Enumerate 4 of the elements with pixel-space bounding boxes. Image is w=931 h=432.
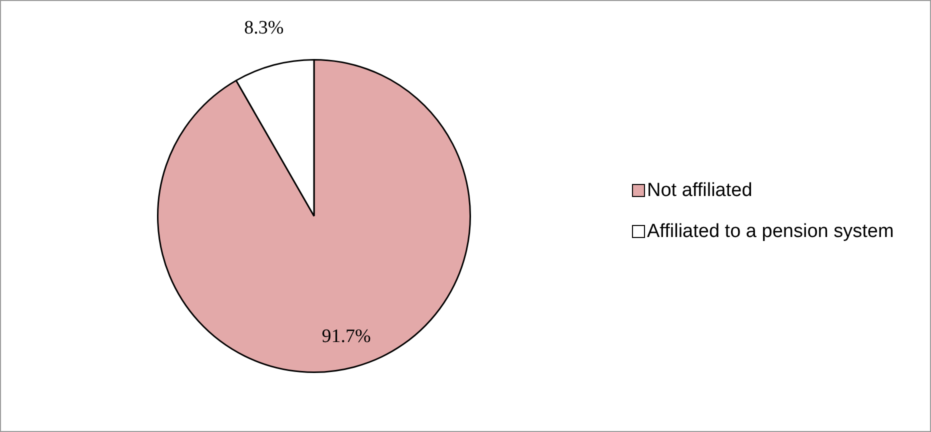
legend-label: Affiliated to a pension system xyxy=(647,220,894,243)
legend-label: Not affiliated xyxy=(647,179,752,202)
data-label: 91.7% xyxy=(322,326,371,347)
data-label: 8.3% xyxy=(244,17,284,38)
